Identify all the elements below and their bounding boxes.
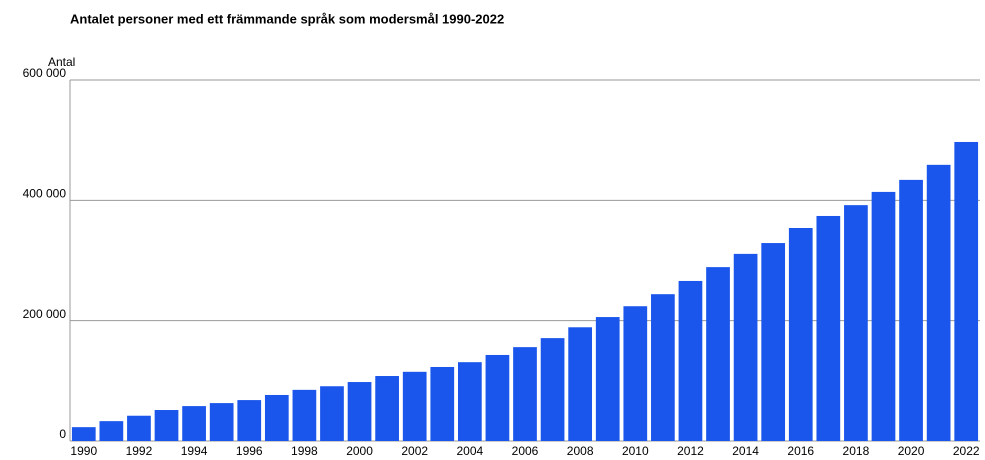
bar (844, 205, 868, 441)
x-tick-label: 2018 (843, 444, 870, 458)
y-axis-label: Antal (48, 55, 75, 69)
bar (899, 179, 923, 442)
x-tick-label: 2012 (677, 444, 704, 458)
x-tick-label: 1990 (70, 444, 97, 458)
x-tick-label: 2022 (953, 444, 980, 458)
bar (209, 403, 234, 441)
bar (816, 215, 841, 441)
x-tick-label: 2006 (512, 444, 539, 458)
chart-title: Antalet personer med ett främmande språk… (70, 11, 504, 26)
x-tick-label: 2014 (732, 444, 759, 458)
bar (871, 191, 896, 441)
y-tick-label: 600 000 (23, 66, 67, 80)
y-tick-label: 400 000 (23, 187, 67, 201)
bar (347, 382, 372, 441)
bar (154, 410, 179, 441)
bar (375, 376, 399, 441)
x-tick-label: 2004 (456, 444, 483, 458)
bar (733, 253, 758, 441)
bar (457, 362, 482, 441)
x-tick-label: 2016 (787, 444, 814, 458)
bar (954, 141, 979, 441)
bar (540, 338, 565, 441)
x-tick-label: 1998 (291, 444, 318, 458)
bar (513, 347, 537, 441)
bar (71, 427, 96, 441)
x-tick-label: 1994 (181, 444, 208, 458)
bar (706, 267, 730, 441)
bar (595, 317, 620, 441)
bar (99, 421, 124, 441)
x-tick-label: 2008 (567, 444, 594, 458)
y-tick-label: 200 000 (23, 307, 67, 321)
x-tick-label: 1996 (236, 444, 263, 458)
x-tick-label: 2010 (622, 444, 649, 458)
bar (568, 327, 593, 441)
bar (430, 366, 455, 441)
x-tick-label: 2002 (401, 444, 428, 458)
bar (237, 400, 262, 441)
bar (485, 354, 510, 441)
x-tick-label: 1992 (126, 444, 153, 458)
bar (623, 306, 648, 441)
x-tick-label: 2020 (898, 444, 925, 458)
x-tick-label: 2000 (346, 444, 373, 458)
bar (926, 164, 951, 441)
bar (761, 243, 786, 441)
bar (292, 389, 317, 441)
bar (678, 280, 703, 441)
bar (320, 386, 344, 441)
y-tick-label: 0 (59, 427, 66, 441)
bar (264, 394, 289, 441)
bar (182, 406, 206, 441)
bar (402, 371, 427, 441)
bar (788, 228, 813, 441)
bar (651, 294, 675, 441)
bar (127, 415, 151, 441)
